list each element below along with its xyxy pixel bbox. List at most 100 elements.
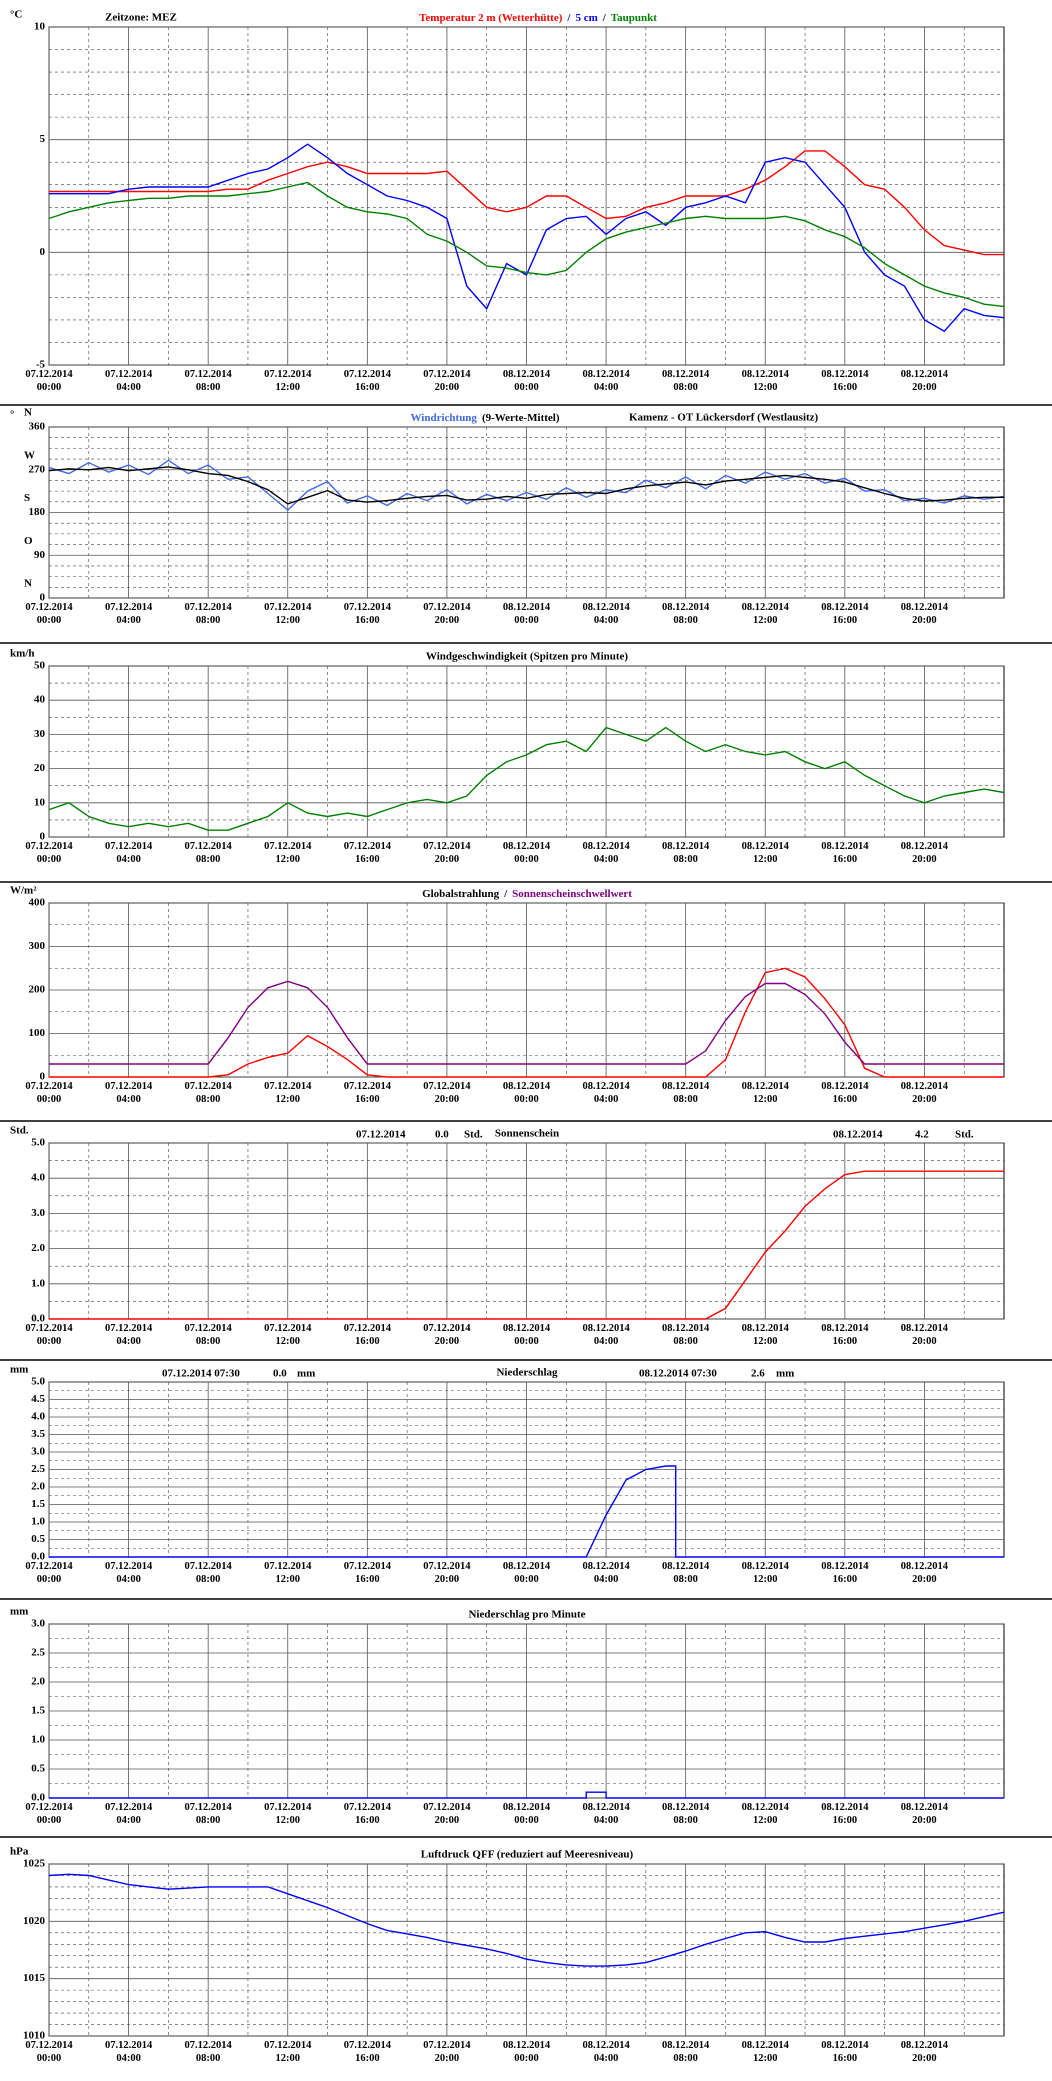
x-tick-label: 08.12.2014 00:00 (502, 1802, 551, 1826)
x-tick-label: 08.12.2014 16:00 (821, 2040, 869, 2064)
y-tick-label: 1.5 (31, 1498, 45, 1510)
series-line (49, 967, 1004, 1078)
y-tick-label: 4.0 (31, 1411, 45, 1423)
y-unit: °C (10, 9, 22, 21)
y-tick-label: 2.0 (31, 1242, 45, 1254)
x-tick-label: 08.12.2014 16:00 (821, 369, 869, 393)
y-tick-label: 1.0 (31, 1516, 45, 1528)
x-tick-label: 07.12.2014 12:00 (264, 1323, 312, 1347)
daily-total-total: 0.0 (273, 1368, 287, 1380)
x-tick-label: 07.12.2014 08:00 (184, 369, 232, 393)
series-line (49, 150, 1004, 256)
y-tick-label: 30 (34, 728, 46, 740)
y-tick-label: 1.0 (31, 1734, 45, 1746)
x-tick-label: 08.12.2014 16:00 (821, 1323, 869, 1347)
x-tick-label: 08.12.2014 08:00 (662, 369, 710, 393)
x-tick-label: 07.12.2014 08:00 (184, 1802, 232, 1826)
x-tick-label: 08.12.2014 04:00 (582, 1323, 630, 1347)
y-unit: mm (10, 1606, 28, 1618)
y-tick-label: 2.5 (31, 1647, 45, 1659)
y-tick-label: 10 (34, 796, 46, 808)
x-tick-label: 07.12.2014 04:00 (104, 2040, 153, 2064)
x-tick-label: 08.12.2014 04:00 (582, 602, 630, 626)
legend: Temperatur 2 m (Wetterhütte)/5 cm / Taupun… (419, 12, 657, 24)
daily-total-total: 0.0 (435, 1129, 449, 1141)
x-tick-label: 07.12.2014 16:00 (343, 1323, 391, 1347)
x-tick-label: 07.12.2014 12:00 (264, 2040, 312, 2064)
y-tick-label: 0 (40, 831, 46, 843)
x-tick-label: 08.12.2014 12:00 (741, 2040, 789, 2064)
y-unit: W/m² (10, 885, 37, 897)
x-tick-label: 07.12.2014 16:00 (343, 1081, 391, 1105)
legend-entry: Taupunkt (611, 12, 657, 24)
direction-label: S (24, 492, 30, 504)
y-tick-label: 2.0 (31, 1481, 45, 1493)
series-line (48, 726, 1005, 831)
x-tick-label: 07.12.2014 04:00 (104, 1802, 153, 1826)
x-tick-label: 08.12.2014 16:00 (821, 841, 869, 865)
x-tick-label: 07.12.2014 16:00 (343, 841, 391, 865)
x-tick-label: 07.12.2014 04:00 (104, 369, 153, 393)
y-tick-label: -5 (36, 359, 46, 371)
series-line (49, 1170, 1004, 1320)
daily-total-unit: mm (776, 1368, 794, 1380)
y-tick-label: 3.0 (31, 1618, 45, 1630)
daily-total-unit: mm (297, 1368, 315, 1380)
series-line (49, 143, 1005, 333)
daily-total-date: 07.12.2014 (356, 1129, 406, 1141)
x-tick-label: 08.12.2014 08:00 (662, 1323, 710, 1347)
legend-entry: (9-Werte-Mittel) (482, 412, 560, 424)
x-tick-label: 08.12.2014 00:00 (502, 369, 551, 393)
y-tick-label: 3.0 (31, 1207, 45, 1219)
daily-total-date: 07.12.2014 07:30 (162, 1368, 240, 1380)
legend-entry: Windrichtung (411, 412, 478, 424)
y-tick-label: 5.0 (31, 1376, 45, 1388)
x-tick-label: 07.12.2014 00:00 (25, 1323, 73, 1347)
x-tick-label: 07.12.2014 08:00 (184, 1081, 232, 1105)
legend: Globalstrahlung / Sonnenscheinschwellwert (422, 888, 632, 900)
y-unit: ° (10, 409, 14, 421)
x-tick-label: 07.12.2014 04:00 (104, 841, 153, 865)
y-tick-label: 2.5 (31, 1463, 45, 1475)
x-tick-label: 08.12.2014 08:00 (662, 1802, 710, 1826)
x-tick-label: 08.12.2014 12:00 (741, 1081, 789, 1105)
x-tick-label: 08.12.2014 00:00 (502, 1323, 551, 1347)
x-tick-label: 08.12.2014 16:00 (821, 1081, 869, 1105)
y-tick-label: 100 (29, 1027, 46, 1039)
legend: Windrichtung (9-Werte-Mittel) (411, 412, 560, 424)
x-tick-label: 07.12.2014 08:00 (184, 602, 232, 626)
x-tick-label: 07.12.2014 20:00 (423, 1323, 471, 1347)
x-tick-label: 07.12.2014 20:00 (423, 1081, 471, 1105)
y-tick-label: 10 (34, 21, 46, 33)
x-tick-label: 08.12.2014 04:00 (582, 1561, 630, 1585)
x-tick-label: 08.12.2014 12:00 (741, 369, 789, 393)
legend-separator: / (566, 12, 571, 24)
x-tick-label: 07.12.2014 04:00 (104, 602, 153, 626)
y-unit: km/h (10, 648, 34, 660)
series-line (49, 980, 1004, 1065)
x-tick-label: 08.12.2014 20:00 (900, 1561, 949, 1585)
legend-entry: 5 cm (575, 12, 597, 24)
y-tick-label: 360 (29, 421, 46, 433)
daily-total-total: 4.2 (915, 1129, 929, 1141)
direction-label: O (24, 535, 33, 547)
x-tick-label: 08.12.2014 20:00 (900, 841, 949, 865)
x-tick-label: 07.12.2014 20:00 (423, 841, 471, 865)
x-tick-label: 08.12.2014 12:00 (741, 841, 789, 865)
x-tick-label: 07.12.2014 20:00 (423, 602, 471, 626)
x-tick-label: 08.12.2014 04:00 (582, 1802, 630, 1826)
x-tick-label: 08.12.2014 20:00 (900, 602, 949, 626)
x-tick-label: 08.12.2014 08:00 (662, 2040, 710, 2064)
y-tick-label: 0 (40, 592, 46, 604)
y-tick-label: 0.0 (31, 1551, 45, 1563)
x-tick-label: 08.12.2014 20:00 (900, 369, 949, 393)
x-tick-label: 08.12.2014 04:00 (582, 2040, 630, 2064)
daily-total-unit: Std. (955, 1129, 974, 1141)
y-tick-label: 5.0 (31, 1137, 45, 1149)
y-tick-label: 90 (34, 549, 46, 561)
x-tick-label: 07.12.2014 04:00 (104, 1561, 153, 1585)
x-tick-label: 07.12.2014 16:00 (343, 1561, 391, 1585)
x-tick-label: 08.12.2014 00:00 (502, 841, 551, 865)
